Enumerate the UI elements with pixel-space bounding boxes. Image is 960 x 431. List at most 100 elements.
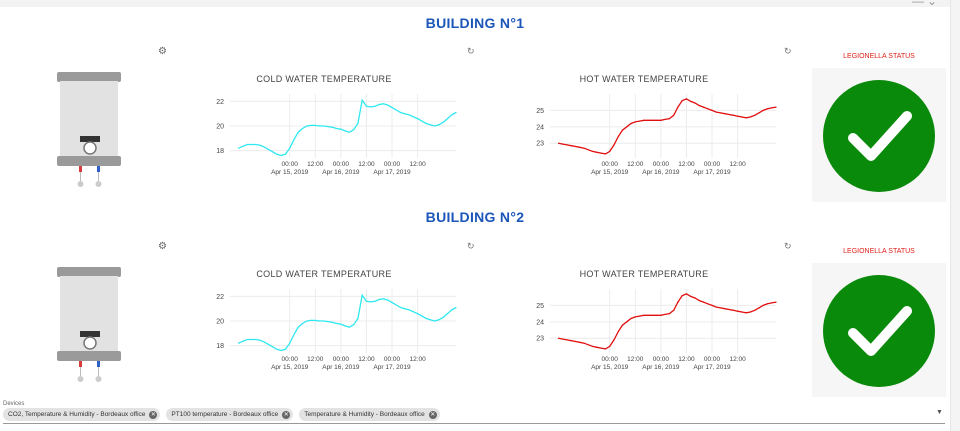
x-tick-label: 12:00 [729,356,746,363]
data-point [600,152,602,154]
data-point [570,145,572,147]
building-title: BUILDING N°1 [425,15,525,31]
x-tick-label: 12:00 [678,161,695,168]
data-point [348,326,350,328]
data-point [451,114,453,116]
data-point [634,121,636,123]
data-point [323,320,325,322]
y-tick-label: 18 [216,148,224,155]
data-point [412,311,414,313]
data-point [280,349,282,352]
data-point [451,309,453,311]
refresh-icon[interactable]: ↻ [467,46,475,56]
chart-title: HOT WATER TEMPERATURE [579,74,709,84]
data-point [754,114,756,116]
data-point [374,105,376,107]
data-point [557,337,560,339]
close-icon[interactable]: ✕ [149,410,158,419]
x-tick-label: 00:00 [282,161,299,168]
y-tick-label: 25 [536,303,544,310]
data-point [574,145,577,148]
data-point [434,320,436,322]
data-point [587,344,589,346]
y-tick-label: 20 [216,124,224,131]
data-point [719,112,722,114]
minimize-icon[interactable]: — [912,0,924,8]
data-point [336,127,338,130]
x-tick-label: 00:00 [602,161,619,168]
data-point [732,114,734,116]
data-point [429,124,432,126]
data-point [387,299,389,301]
data-point [630,122,632,125]
data-point [246,143,248,146]
data-point [276,153,278,155]
data-point [711,109,713,112]
check-icon [823,275,935,392]
data-point [391,301,393,304]
data-point [651,314,653,316]
chevron-down-icon[interactable]: ▼ [936,409,943,416]
data-point [353,324,355,326]
data-point [600,347,602,349]
device-chip-label: CO2, Temperature & Humidity - Bordeaux o… [8,411,146,418]
close-icon[interactable]: ✕ [282,410,291,419]
data-point [724,113,726,115]
data-point [621,129,624,131]
chart-title: COLD WATER TEMPERATURE [256,74,392,84]
device-chip[interactable]: CO2, Temperature & Humidity - Bordeaux o… [3,408,161,421]
data-point [353,129,355,131]
legionella-status-title: LEGIONELLA STATUS [843,53,915,60]
data-point [613,144,615,146]
water-heater-image [56,70,124,195]
devices-label: Devices [3,401,25,407]
refresh-icon[interactable]: ↻ [784,46,792,56]
legionella-status-title: LEGIONELLA STATUS [843,248,915,255]
x-tick-label: Apr 16, 2019 [322,364,360,371]
y-tick-label: 23 [536,336,544,343]
hot-water-chart: HOT WATER TEMPERATURE 23 24 25 00:00 Apr 15,… [506,267,782,382]
data-point [656,314,658,316]
chevron-down-icon[interactable]: ⌄ [927,0,938,8]
data-point [310,319,312,321]
data-point [626,321,628,323]
data-point [698,104,700,107]
close-icon[interactable]: ✕ [428,410,437,419]
data-point [455,111,457,114]
data-point [677,301,679,303]
gear-icon[interactable]: ⚙ [158,241,167,252]
data-point [344,325,346,327]
data-point [425,122,427,125]
cold-water-chart: COLD WATER TEMPERATURE 18 20 22 00:00 Apr 15… [186,72,462,187]
device-chip[interactable]: Temperature & Humidity - Bordeaux office… [299,408,440,421]
x-tick-label: 12:00 [358,161,375,168]
refresh-icon[interactable]: ↻ [784,241,792,251]
x-tick-label: Apr 16, 2019 [322,169,360,176]
series-line [558,293,777,350]
data-point [579,146,581,148]
x-tick-label: 00:00 [333,161,350,168]
data-point [766,108,769,110]
x-tick-label: 00:00 [653,356,670,363]
data-point [425,317,427,320]
data-point [374,300,376,302]
data-point [664,313,666,316]
data-point [711,304,713,307]
data-point [340,323,342,325]
data-point [289,147,291,149]
refresh-icon[interactable]: ↻ [467,241,475,251]
scrollbar[interactable] [950,0,960,431]
data-point [242,145,244,147]
data-point [284,348,287,350]
data-point [246,338,248,341]
x-tick-label: Apr 17, 2019 [693,364,731,371]
data-point [609,150,611,153]
device-chip-label: PT100 temperature - Bordeaux office [171,411,279,418]
data-point [681,99,683,102]
data-point [310,124,312,126]
data-point [378,298,380,301]
gear-icon[interactable]: ⚙ [158,46,167,57]
device-chip[interactable]: PT100 temperature - Bordeaux office ✕ [166,408,294,421]
data-point [382,298,385,300]
data-point [664,118,666,121]
